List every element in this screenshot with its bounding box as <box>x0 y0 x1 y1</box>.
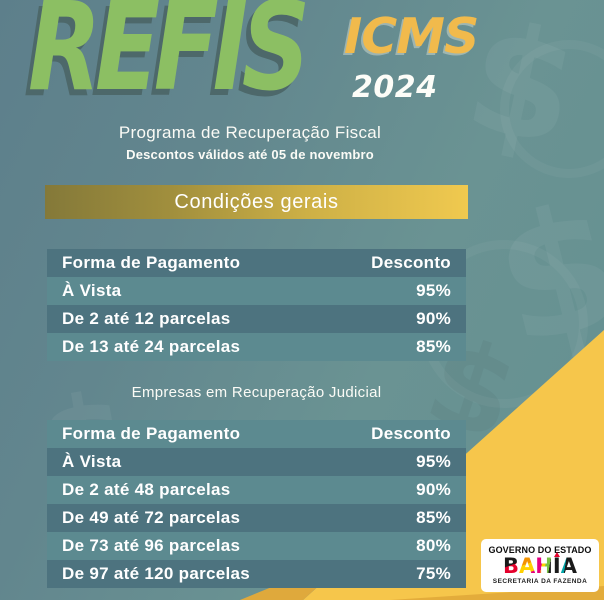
bahia-i-accent <box>553 551 560 557</box>
payment-label: De 49 até 72 parcelas <box>62 508 241 527</box>
column-header-discount: Desconto <box>371 253 451 272</box>
discount-value: 95% <box>416 452 451 471</box>
discount-value: 85% <box>416 508 451 527</box>
general-discount-table: Forma de Pagamento Desconto À Vista 95% … <box>47 249 466 361</box>
program-subtitle: Programa de Recuperação Fiscal <box>118 123 382 142</box>
title-year: 2024 <box>352 70 438 105</box>
payment-label: De 97 até 120 parcelas <box>62 564 251 583</box>
column-header-payment: Forma de Pagamento <box>62 424 241 443</box>
banner-label: Condições gerais <box>174 190 339 213</box>
table-row: De 73 até 96 parcelas 80% <box>47 532 466 560</box>
table-row: À Vista 95% <box>47 277 466 305</box>
table-row: À Vista 95% <box>47 448 466 476</box>
payment-label: De 2 até 48 parcelas <box>62 480 231 499</box>
table-row: De 2 até 48 parcelas 90% <box>47 476 466 504</box>
discount-value: 80% <box>416 536 451 555</box>
table-header-row: Forma de Pagamento Desconto <box>47 420 466 448</box>
bahia-government-logo: GOVERNO DO ESTADO B A H I A SECRETARIA D… <box>481 539 599 592</box>
general-conditions-banner: Condições gerais <box>45 185 468 219</box>
discount-value: 75% <box>416 564 451 583</box>
table-row: De 97 até 120 parcelas 75% <box>47 560 466 588</box>
bahia-wordmark: B A H I A <box>503 551 577 578</box>
discount-value: 90% <box>416 480 451 499</box>
payment-label: À Vista <box>62 281 122 300</box>
bahia-letter-i: I <box>552 551 561 578</box>
validity-note: Descontos válidos até 05 de novembro <box>126 147 374 162</box>
title-refis: REFIS <box>28 0 310 118</box>
judicial-discount-table: Forma de Pagamento Desconto À Vista 95% … <box>47 420 466 588</box>
judicial-recovery-heading: Empresas em Recuperação Judicial <box>131 384 382 401</box>
column-header-payment: Forma de Pagamento <box>62 253 241 272</box>
table-header-row: Forma de Pagamento Desconto <box>47 249 466 277</box>
table-row: De 2 até 12 parcelas 90% <box>47 305 466 333</box>
circle-watermark <box>500 40 604 178</box>
payment-label: De 2 até 12 parcelas <box>62 309 231 328</box>
title-icms: ICMS <box>344 8 479 65</box>
table-row: De 49 até 72 parcelas 85% <box>47 504 466 532</box>
column-header-discount: Desconto <box>371 424 451 443</box>
payment-label: De 13 até 24 parcelas <box>62 337 241 356</box>
bahia-letter-a2: A <box>560 553 577 578</box>
table-row: De 13 até 24 parcelas 85% <box>47 333 466 361</box>
payment-label: De 73 até 96 parcelas <box>62 536 241 555</box>
bahia-letter-h: H <box>535 553 553 578</box>
secretaria-da-fazenda-label: SECRETARIA DA FAZENDA <box>492 577 588 585</box>
bahia-letter-a1: A <box>519 553 536 578</box>
bahia-letter-b: B <box>503 553 520 578</box>
discount-value: 85% <box>416 337 451 356</box>
discount-value: 95% <box>416 281 451 300</box>
payment-label: À Vista <box>62 452 122 471</box>
discount-value: 90% <box>416 309 451 328</box>
governo-do-estado-label: GOVERNO DO ESTADO <box>488 544 592 555</box>
